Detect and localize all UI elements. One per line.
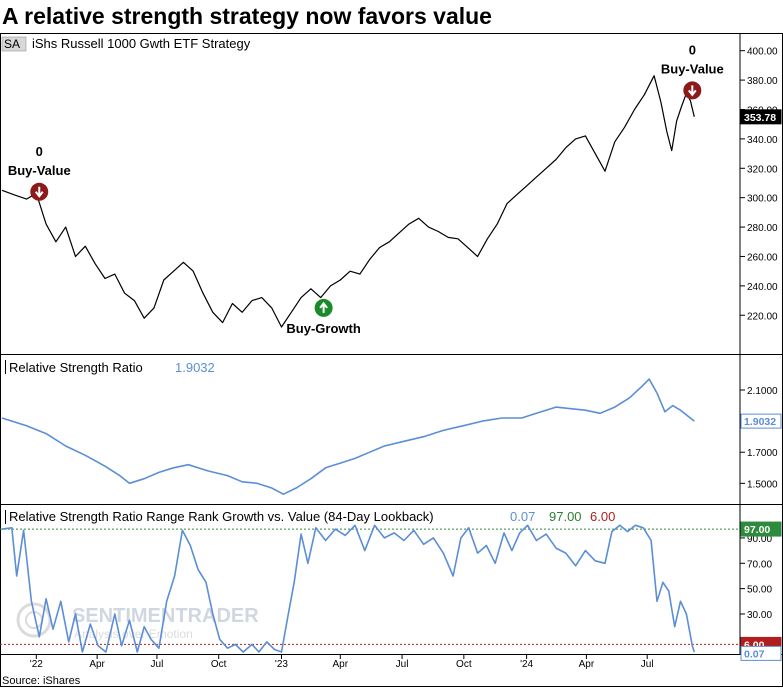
rank-header-value-blue: 0.07 [510, 509, 535, 524]
y-tick-label: 90.00 [747, 534, 772, 545]
y-tick-label: 400.00 [747, 47, 778, 58]
rank-panel-header: Relative Strength Ratio Range Rank Growt… [9, 509, 615, 524]
y-tick-label: 320.00 [747, 164, 778, 175]
signal-label: Buy-Value [8, 163, 71, 178]
x-tick-label: Apr [333, 659, 349, 670]
price-series-name: iShs Russell 1000 Gwth ETF Strategy [32, 36, 251, 51]
signal-marker: Buy-Growth [286, 298, 361, 336]
price-last-value: 353.78 [744, 112, 776, 124]
x-tick-label: Oct [456, 659, 472, 670]
x-tick-label: '22 [30, 659, 43, 670]
ratio-panel-header: Relative Strength Ratio 1.9032 [9, 360, 215, 375]
y-tick-label: 30.00 [747, 610, 772, 621]
x-tick-label: Oct [211, 659, 227, 670]
x-tick-label: Jul [151, 659, 164, 670]
rank-header-value-red: 6.00 [590, 509, 615, 524]
y-tick-label: 340.00 [747, 135, 778, 146]
ratio-last-value: 1.9032 [744, 416, 776, 428]
y-tick-label: 50.00 [747, 585, 772, 596]
ratio-series-name: Relative Strength Ratio [9, 360, 143, 375]
ratio-header-value: 1.9032 [175, 360, 215, 375]
price-series-line [1, 75, 695, 328]
price-last-value-box [740, 109, 782, 125]
rank-series-line [1, 524, 696, 653]
x-tick-label: '24 [520, 659, 533, 670]
y-tick-label: 70.00 [747, 559, 772, 570]
y-tick-label: 300.00 [747, 194, 778, 205]
y-tick-label: 260.00 [747, 252, 778, 263]
signal-label: Buy-Growth [286, 321, 360, 336]
x-tick-label: Jul [641, 659, 654, 670]
y-tick-label: 1.7000 [747, 448, 778, 459]
rank-last-value-box [740, 645, 782, 661]
x-tick-label: '23 [275, 659, 288, 670]
y-tick-label: 220.00 [747, 311, 778, 322]
y-tick-label: 1.5000 [747, 479, 778, 490]
signal-label: Buy-Value [661, 61, 724, 76]
signal-marker: Buy-Value 0 [8, 144, 71, 201]
y-tick-label: 280.00 [747, 223, 778, 234]
x-tick-label: Apr [579, 659, 595, 670]
signal-count: 0 [689, 42, 696, 57]
watermark-logo-icon [16, 602, 52, 638]
signal-marker: Buy-Value 0 [661, 42, 724, 100]
source-note: Source: iShares [2, 675, 81, 687]
price-panel-header: SA iShs Russell 1000 Gwth ETF Strategy [1, 36, 251, 52]
rank-series-name: Relative Strength Ratio Range Rank Growt… [9, 509, 434, 524]
y-tick-label: 2.1000 [747, 386, 778, 397]
ratio-series-line [1, 378, 695, 495]
x-tick-label: Apr [89, 659, 105, 670]
rank-upper-value-box [740, 521, 782, 537]
signal-count: 0 [36, 144, 43, 159]
rank-last-value: 0.07 [744, 648, 765, 660]
ratio-last-value-box [740, 413, 782, 429]
y-tick-label: 380.00 [747, 76, 778, 87]
ticker-badge: SA [4, 37, 20, 51]
page-title: A relative strength strategy now favors … [2, 3, 492, 29]
rank-header-value-green: 97.00 [549, 509, 582, 524]
rank-upper-value: 97.00 [744, 524, 770, 536]
y-tick-label: 240.00 [747, 282, 778, 293]
x-tick-label: Jul [396, 659, 409, 670]
